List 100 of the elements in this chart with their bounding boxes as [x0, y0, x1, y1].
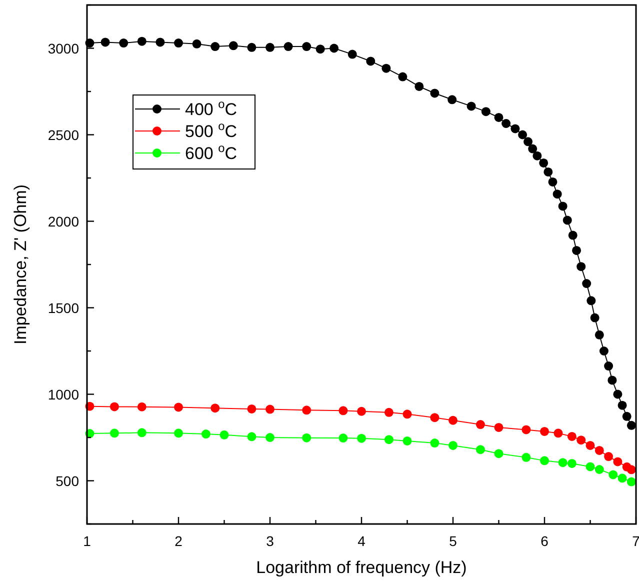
- point: [110, 402, 119, 412]
- point: [210, 404, 220, 413]
- point: [402, 436, 412, 446]
- point: [618, 400, 627, 410]
- point: [540, 426, 549, 436]
- point: [210, 42, 220, 52]
- x-tick-label: 4: [358, 533, 366, 549]
- point: [613, 457, 622, 466]
- point: [266, 42, 274, 52]
- point: [481, 107, 490, 116]
- point: [608, 470, 618, 480]
- point: [302, 406, 312, 415]
- point: [576, 436, 586, 445]
- y-tick-label: 500: [56, 472, 80, 489]
- point: [174, 38, 183, 48]
- point: [247, 404, 256, 414]
- point: [338, 434, 348, 443]
- x-tick-label: 3: [266, 533, 274, 549]
- x-tick-label: 6: [540, 533, 549, 549]
- y-tick-label: 2500: [48, 126, 80, 143]
- point: [382, 64, 391, 73]
- point: [524, 137, 533, 146]
- point: [302, 433, 312, 442]
- point: [562, 216, 572, 225]
- point: [539, 158, 548, 168]
- point: [247, 42, 256, 52]
- point: [247, 432, 256, 442]
- point: [100, 38, 110, 47]
- point: [266, 404, 274, 414]
- point: [518, 130, 528, 140]
- point: [266, 433, 274, 442]
- point: [192, 39, 202, 48]
- point: [594, 446, 604, 455]
- x-tick-label: 2: [174, 533, 183, 549]
- point: [540, 456, 549, 466]
- point: [316, 44, 325, 54]
- point: [552, 190, 562, 199]
- point: [494, 449, 504, 458]
- x-tick-label: 1: [83, 533, 92, 549]
- point: [567, 458, 576, 468]
- point: [567, 432, 576, 441]
- point: [302, 42, 312, 52]
- point: [544, 167, 553, 176]
- point: [494, 112, 504, 122]
- point: [156, 38, 165, 47]
- point: [137, 428, 146, 438]
- point: [119, 38, 128, 48]
- point: [613, 390, 622, 399]
- x-tick-label: 7: [632, 533, 639, 549]
- point: [590, 313, 600, 322]
- point: [626, 420, 636, 430]
- y-tick-label: 1000: [48, 386, 80, 402]
- point: [582, 279, 592, 288]
- point: [448, 416, 458, 425]
- y-tick-label: 2000: [48, 213, 80, 230]
- legend-label: 500 $^{o}$C: [185, 119, 237, 141]
- point: [448, 95, 457, 104]
- point: [430, 88, 440, 98]
- point: [402, 410, 412, 419]
- point: [594, 465, 604, 474]
- point: [608, 376, 617, 385]
- point: [430, 413, 440, 422]
- point: [554, 428, 563, 438]
- x-tick-label: 5: [449, 533, 458, 549]
- point: [384, 408, 394, 417]
- point: [174, 402, 183, 412]
- point: [586, 440, 595, 450]
- point: [586, 296, 596, 306]
- point: [448, 440, 458, 450]
- point: [510, 124, 520, 134]
- point: [528, 144, 538, 154]
- y-axis-title: Impedance, Z' (Ohm): [11, 184, 30, 345]
- y-tick-label: 3000: [48, 40, 80, 56]
- point: [599, 346, 608, 356]
- point: [398, 72, 408, 82]
- point: [558, 202, 568, 211]
- point: [558, 458, 568, 468]
- point: [476, 420, 485, 430]
- point: [348, 50, 357, 59]
- point: [502, 119, 511, 128]
- point: [137, 402, 146, 412]
- legend-label: 400 $^{o}$C: [185, 97, 237, 119]
- point: [201, 430, 210, 439]
- point: [586, 462, 595, 472]
- point: [137, 36, 146, 46]
- point: [626, 477, 636, 486]
- point: [466, 102, 476, 111]
- point: [568, 230, 578, 240]
- point: [366, 56, 376, 66]
- point: [110, 428, 119, 438]
- legend-label: 600 $^{o}$C: [185, 141, 237, 163]
- point: [522, 452, 531, 462]
- point: [476, 445, 485, 454]
- point: [220, 430, 229, 440]
- point: [522, 425, 531, 434]
- point: [430, 438, 440, 448]
- x-axis-title: Logarithm of frequency (Hz): [256, 558, 467, 577]
- point: [576, 262, 586, 272]
- point: [414, 82, 424, 91]
- point: [338, 406, 348, 416]
